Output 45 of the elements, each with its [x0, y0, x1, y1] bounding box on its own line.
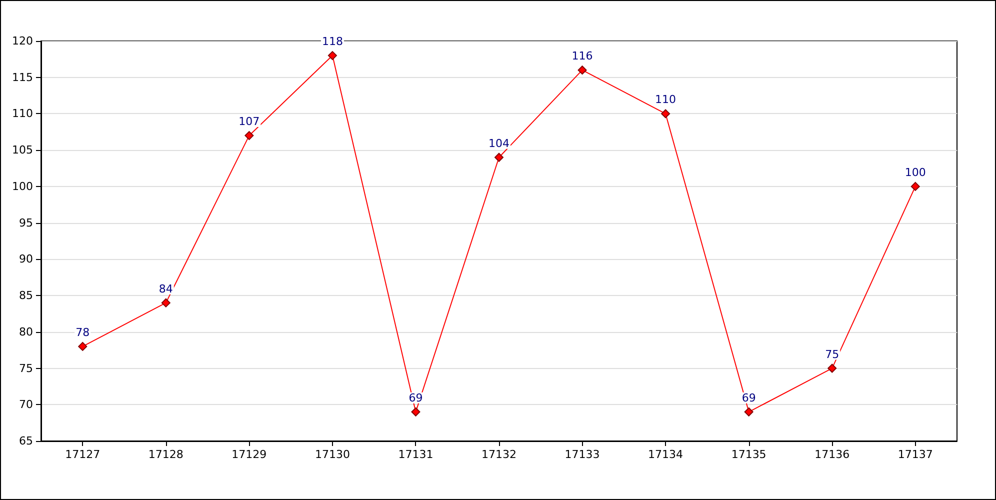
- x-tick-label: 17132: [482, 448, 516, 461]
- x-tick-label: 17130: [314, 448, 350, 461]
- x-tick-label: 17135: [731, 448, 766, 461]
- y-tick-label: 120: [12, 34, 33, 48]
- x-tick-label: 17133: [564, 448, 600, 461]
- x-tick-label: 17128: [148, 448, 184, 461]
- y-tick-label: 90: [19, 252, 33, 266]
- x-tick-label: 17131: [398, 448, 434, 461]
- y-tick-label: 85: [19, 289, 33, 302]
- x-tick-label: 17129: [232, 448, 267, 461]
- y-tick-label: 105: [12, 144, 33, 157]
- point: [828, 364, 837, 373]
- y-tick-label: 70: [19, 398, 33, 412]
- point: [244, 131, 254, 140]
- data-label: 100: [904, 166, 926, 179]
- y-tick-label: 95: [19, 216, 33, 230]
- data-label: 107: [238, 115, 260, 128]
- x-tick-label: 17137: [898, 448, 933, 461]
- point: [578, 66, 587, 75]
- data-label: 69: [408, 391, 423, 404]
- point: [411, 407, 420, 416]
- y-tick-label: 115: [12, 70, 33, 84]
- data-label: 104: [488, 136, 510, 150]
- data-label: 110: [655, 93, 676, 106]
- y-tick-label: 110: [12, 107, 33, 120]
- point: [328, 51, 337, 60]
- data-label: 116: [572, 50, 593, 63]
- y-tick-label: 80: [19, 325, 33, 338]
- x-tick-label: 17136: [814, 448, 850, 461]
- point: [744, 407, 754, 416]
- data-label: 84: [158, 282, 173, 296]
- point: [78, 342, 88, 351]
- point: [661, 109, 670, 118]
- point: [910, 182, 920, 191]
- point: [494, 152, 504, 162]
- data-label: 78: [76, 326, 90, 339]
- point: [161, 298, 170, 308]
- y-tick-label: 75: [19, 362, 33, 375]
- data-label: 69: [742, 391, 756, 404]
- data-label: 118: [322, 35, 343, 48]
- y-tick-label: 100: [12, 180, 33, 193]
- data-label: 75: [825, 348, 840, 361]
- y-tick-label: 65: [19, 434, 33, 448]
- x-tick-label: 17127: [65, 448, 100, 461]
- x-tick-label: 17134: [648, 448, 684, 461]
